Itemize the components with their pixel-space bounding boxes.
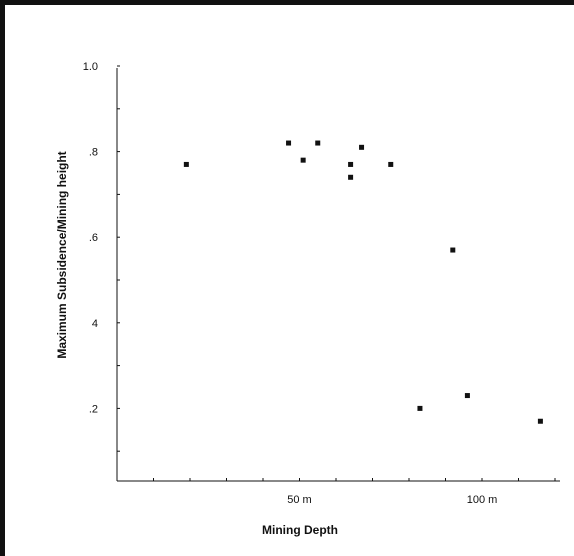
y-tick-label: .2	[89, 403, 98, 415]
data-point	[348, 161, 354, 167]
y-axis-title: Maximum Subsidence/Mining height	[55, 151, 69, 358]
x-ticks	[153, 478, 556, 481]
y-ticks	[117, 65, 120, 452]
data-point	[315, 140, 321, 146]
data-point	[183, 161, 189, 167]
data-point	[286, 140, 292, 146]
x-tick-labels: 50 m 100 m	[287, 494, 497, 506]
x-tick-label: 50 m	[287, 494, 311, 506]
data-point	[417, 405, 423, 411]
data-point	[464, 393, 470, 399]
data-point	[388, 161, 394, 167]
y-tick-label: .6	[89, 232, 98, 244]
x-axis-title: Mining Depth	[262, 523, 338, 537]
data-point	[348, 174, 354, 180]
y-tick-labels: 1.0 .8 .6 4 .2	[83, 61, 98, 415]
data-point	[450, 247, 456, 253]
data-point	[300, 157, 306, 163]
data-point	[537, 418, 543, 424]
y-tick-label: .8	[89, 147, 98, 159]
y-tick-label: 1.0	[83, 61, 98, 73]
y-tick-label: 4	[92, 318, 98, 330]
x-tick-label: 100 m	[467, 494, 498, 506]
data-points	[183, 140, 543, 424]
data-point	[359, 144, 365, 150]
